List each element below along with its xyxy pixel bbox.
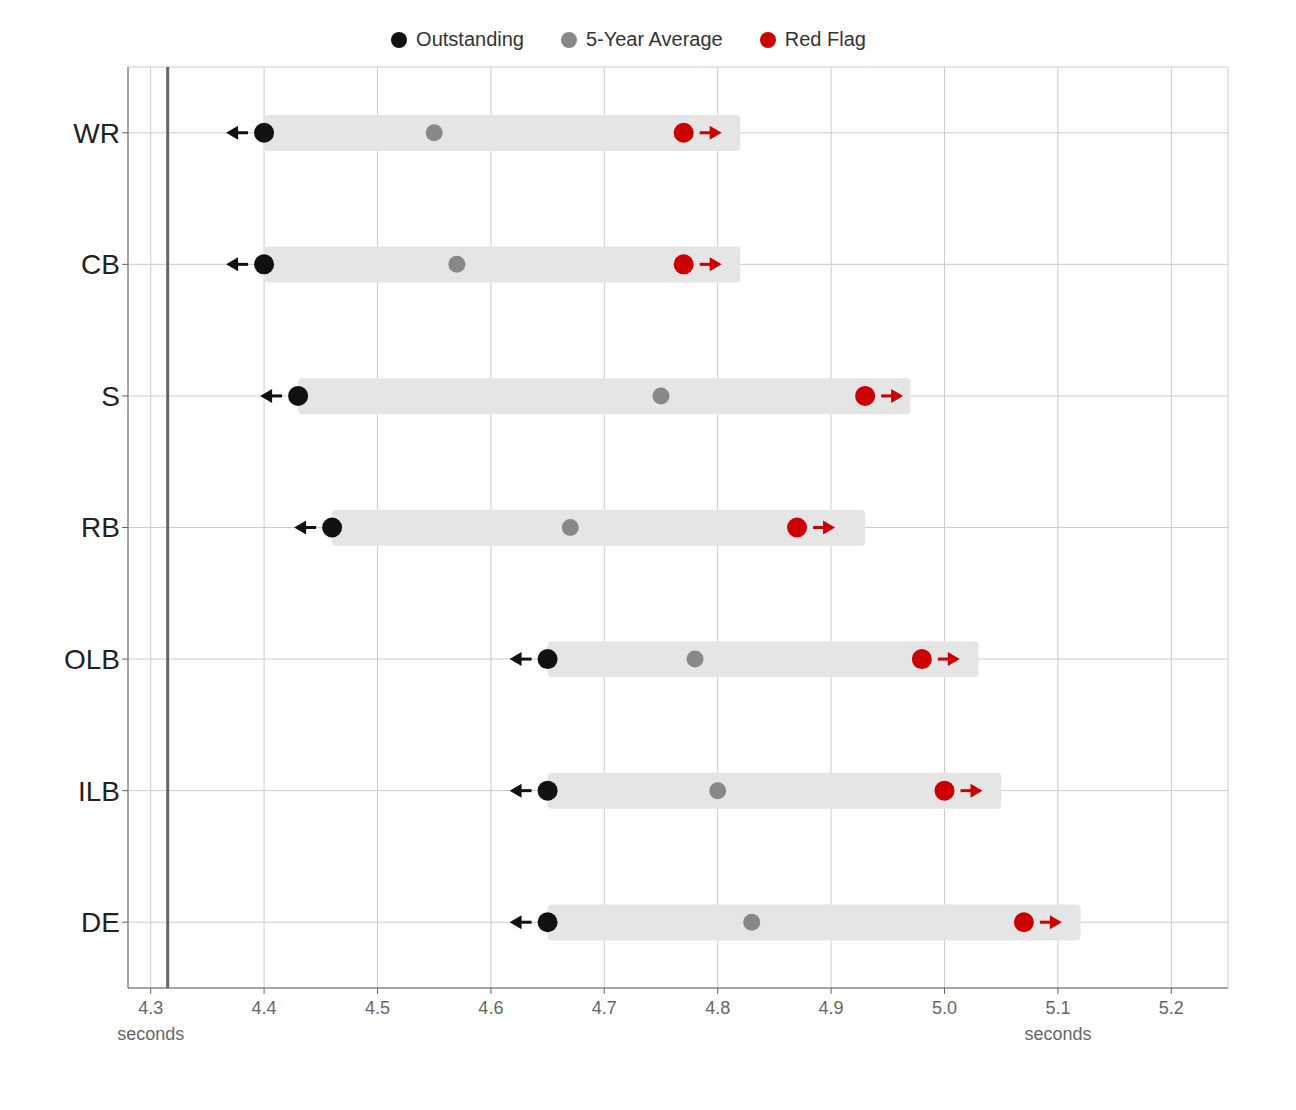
html-text:Outstanding: Outstanding — [416, 28, 524, 50]
svg-text:WR: WR — [73, 118, 120, 149]
svg-text:OLB: OLB — [64, 644, 120, 675]
html-text:5-Year Average: 5-Year Average — [586, 28, 723, 50]
svg-text:CB: CB — [81, 249, 120, 280]
svg-text:4.8: 4.8 — [705, 998, 730, 1018]
svg-text:5.1: 5.1 — [1045, 998, 1070, 1018]
svg-text:5.2: 5.2 — [1159, 998, 1184, 1018]
svg-text:4.9: 4.9 — [819, 998, 844, 1018]
svg-text:5.0: 5.0 — [932, 998, 957, 1018]
svg-text:seconds: seconds — [1024, 1024, 1091, 1044]
html-text:Red Flag: Red Flag — [784, 28, 866, 50]
svg-text:4.4: 4.4 — [252, 998, 277, 1018]
svg-text:seconds: seconds — [117, 1024, 184, 1044]
svg-text:4.6: 4.6 — [478, 998, 503, 1018]
svg-text:4.7: 4.7 — [592, 998, 617, 1018]
svg-text:RB: RB — [81, 512, 120, 543]
svg-text:S: S — [101, 381, 120, 412]
svg-text:ILB: ILB — [78, 776, 120, 807]
svg-text:4.5: 4.5 — [365, 998, 390, 1018]
svg-text:4.3: 4.3 — [138, 998, 163, 1018]
svg-text:DE: DE — [81, 907, 120, 938]
